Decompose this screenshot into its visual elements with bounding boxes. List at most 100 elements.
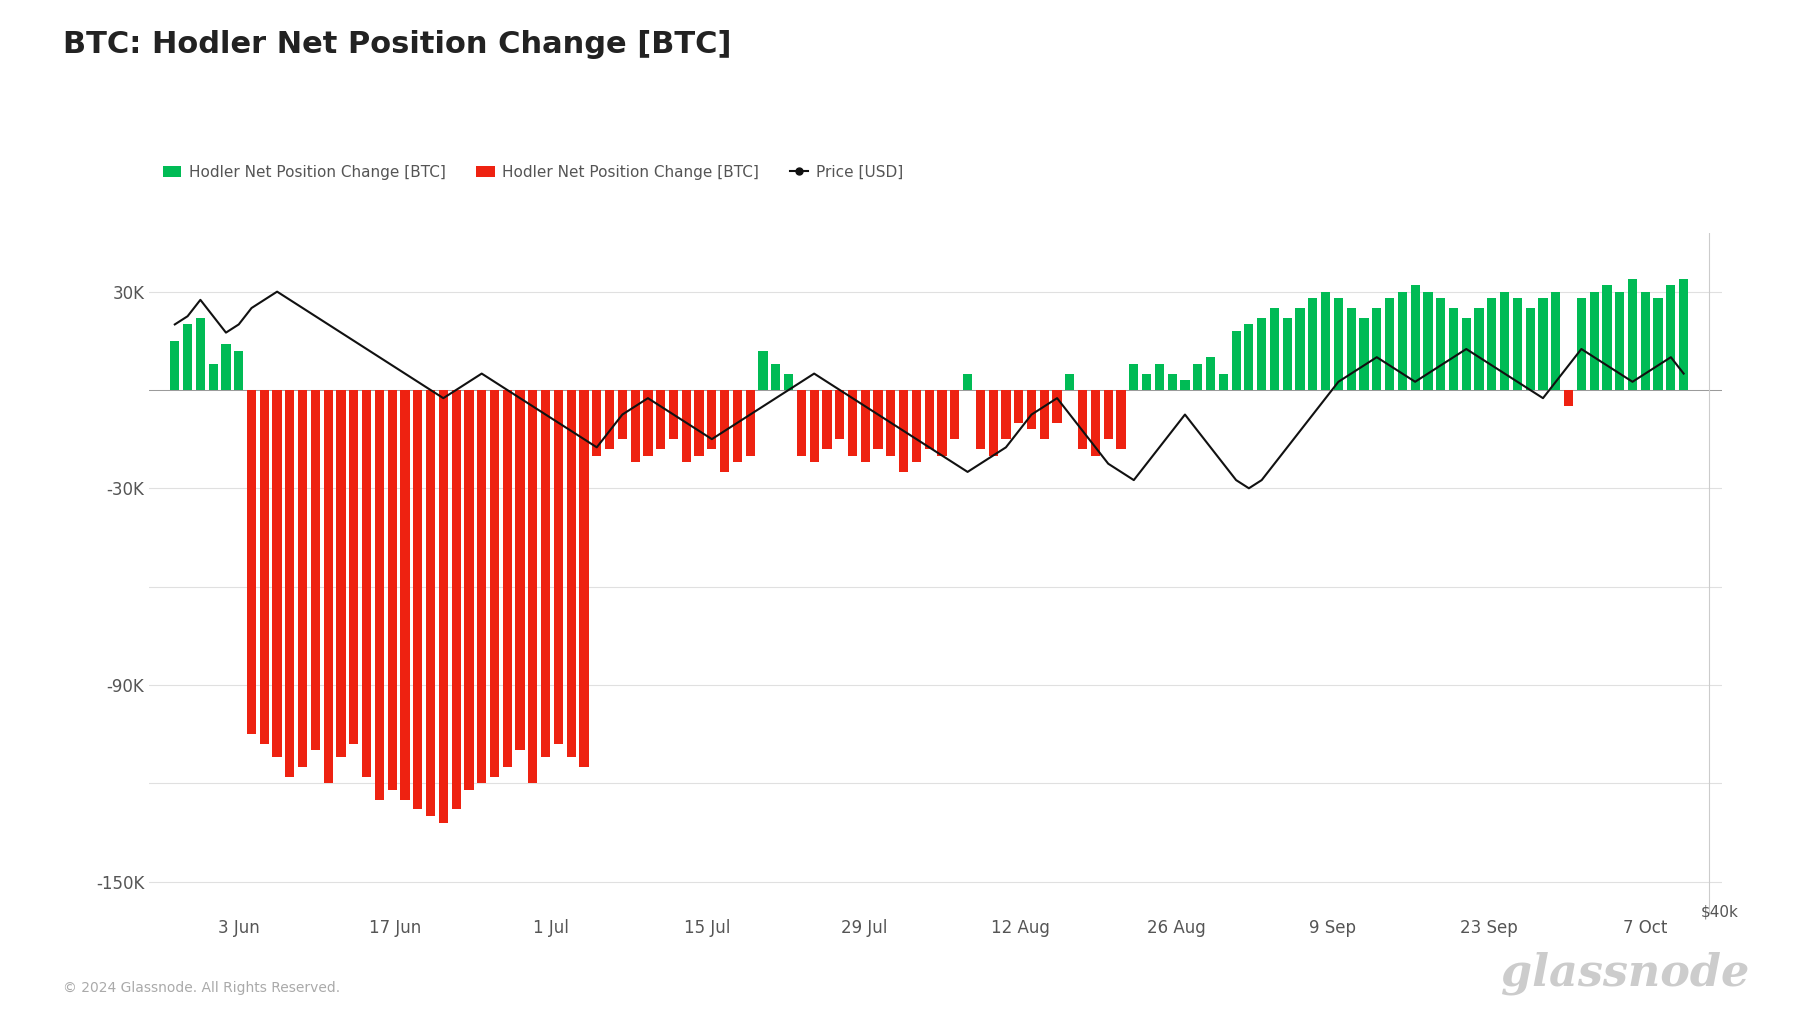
Bar [1679,279,1688,390]
Bar [374,390,383,799]
Bar [682,390,691,462]
Bar [1231,331,1240,390]
Bar [196,318,205,390]
Bar [1552,292,1561,390]
Bar [184,324,193,390]
Bar [1269,308,1280,390]
Bar [311,390,320,751]
Bar [1181,380,1190,390]
Bar [234,350,243,390]
Bar [963,374,972,390]
Bar [643,390,653,456]
Bar [1103,390,1112,439]
Bar [337,390,346,757]
Bar [299,390,308,767]
Bar [810,390,819,462]
Bar [1359,318,1368,390]
Bar [848,390,857,456]
Bar [1499,292,1508,390]
Bar [284,390,295,777]
Bar [1091,390,1100,456]
Bar [720,390,729,472]
Bar [1564,390,1573,406]
Bar [1436,298,1445,390]
Bar [913,390,922,462]
Bar [1577,298,1586,390]
Bar [554,390,563,744]
Bar [707,390,716,449]
Bar [1129,364,1138,390]
Bar [1411,285,1420,390]
Bar [580,390,589,767]
Text: glassnode: glassnode [1501,951,1750,995]
Bar [1141,374,1152,390]
Bar [950,390,959,439]
Text: BTC: Hodler Net Position Change [BTC]: BTC: Hodler Net Position Change [BTC] [63,30,731,60]
Text: © 2024 Glassnode. All Rights Reserved.: © 2024 Glassnode. All Rights Reserved. [63,981,340,995]
Bar [247,390,256,734]
Bar [873,390,882,449]
Bar [414,390,423,809]
Bar [1372,308,1381,390]
Bar [427,390,436,816]
Bar [272,390,283,757]
Bar [502,390,511,767]
Legend: Hodler Net Position Change [BTC], Hodler Net Position Change [BTC], Price [USD]: Hodler Net Position Change [BTC], Hodler… [157,158,909,185]
Bar [464,390,473,790]
Bar [1602,285,1611,390]
Bar [1384,298,1395,390]
Bar [1256,318,1265,390]
Bar [898,390,909,472]
Bar [785,374,794,390]
Bar [630,390,639,462]
Bar [1168,374,1177,390]
Bar [657,390,666,449]
Text: $40k: $40k [1701,905,1739,920]
Bar [1078,390,1087,449]
Bar [400,390,410,799]
Bar [1346,308,1355,390]
Bar [477,390,486,783]
Bar [1539,298,1548,390]
Bar [324,390,333,783]
Bar [1654,298,1663,390]
Bar [770,364,781,390]
Bar [387,390,396,790]
Bar [1526,308,1535,390]
Bar [1156,364,1165,390]
Bar [1040,390,1049,439]
Bar [797,390,806,456]
Bar [527,390,538,783]
Bar [745,390,754,456]
Bar [567,390,576,757]
Bar [1244,324,1253,390]
Bar [1013,390,1024,422]
Bar [1309,298,1318,390]
Bar [988,390,997,456]
Bar [221,344,230,390]
Bar [1512,298,1523,390]
Bar [1399,292,1408,390]
Bar [1116,390,1125,449]
Bar [1001,390,1010,439]
Bar [1449,308,1458,390]
Bar [1334,298,1343,390]
Bar [1640,292,1651,390]
Bar [835,390,844,439]
Bar [670,390,679,439]
Bar [1627,279,1636,390]
Bar [605,390,614,449]
Bar [938,390,947,456]
Bar [976,390,985,449]
Bar [733,390,742,462]
Bar [1053,390,1062,422]
Bar [542,390,551,757]
Bar [362,390,371,777]
Bar [490,390,499,777]
Bar [1219,374,1228,390]
Bar [860,390,869,462]
Bar [886,390,895,456]
Bar [171,340,180,390]
Bar [1474,308,1483,390]
Bar [617,390,626,439]
